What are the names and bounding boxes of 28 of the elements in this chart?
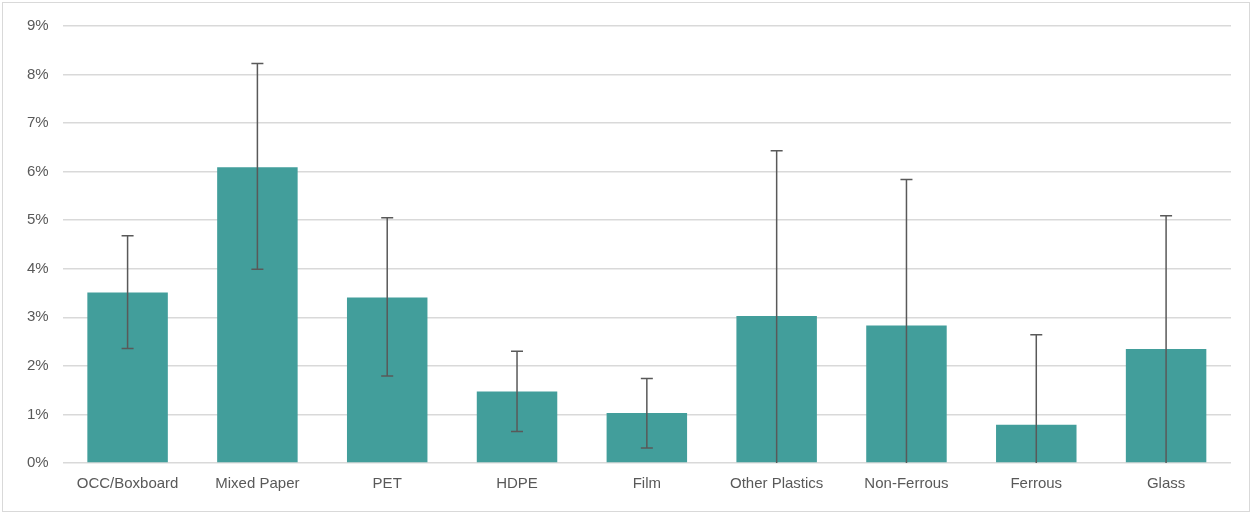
bar <box>1125 348 1207 463</box>
y-tick-label: 8% <box>26 64 49 82</box>
bar <box>87 292 168 463</box>
y-tick-label: 4% <box>26 258 49 276</box>
x-tick-label: Mixed Paper <box>215 474 300 492</box>
bar <box>346 297 428 463</box>
bar <box>476 391 558 463</box>
y-tick-label: 0% <box>26 453 49 471</box>
bar <box>217 167 298 463</box>
y-tick-label: 7% <box>26 113 49 131</box>
y-tick-label: 6% <box>26 161 49 179</box>
y-tick-label: 5% <box>26 210 49 228</box>
bar <box>866 325 947 463</box>
x-tick-label: Ferrous <box>1010 474 1063 492</box>
y-tick-label: 1% <box>26 404 49 422</box>
x-tick-label: OCC/Boxboard <box>76 474 179 492</box>
y-tick-label: 2% <box>26 356 49 374</box>
x-tick-label: Glass <box>1146 474 1186 492</box>
y-tick-label: 3% <box>26 307 49 325</box>
bar <box>996 424 1077 463</box>
x-tick-label: Other Plastics <box>729 474 824 492</box>
x-tick-label: PET <box>372 474 402 492</box>
x-tick-label: Non-Ferrous <box>864 474 949 492</box>
x-tick-label: HDPE <box>496 474 538 492</box>
x-tick-label: Film <box>632 474 661 492</box>
bar <box>606 412 688 463</box>
bar <box>736 315 817 463</box>
y-tick-label: 9% <box>26 16 49 34</box>
